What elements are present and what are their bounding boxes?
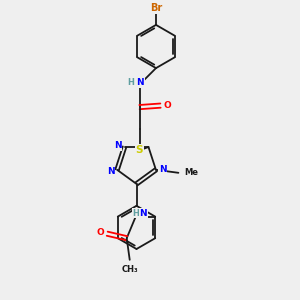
Text: O: O [97,228,104,237]
Text: CH₃: CH₃ [122,265,138,274]
Text: N: N [136,78,144,87]
Text: H: H [132,208,139,217]
Text: S: S [136,145,143,155]
Text: N: N [114,141,122,150]
Text: H: H [128,78,134,87]
Text: N: N [159,165,166,174]
Text: N: N [140,208,147,217]
Text: Me: Me [184,168,198,177]
Text: N: N [107,167,114,176]
Text: Br: Br [150,3,162,14]
Text: O: O [163,101,171,110]
